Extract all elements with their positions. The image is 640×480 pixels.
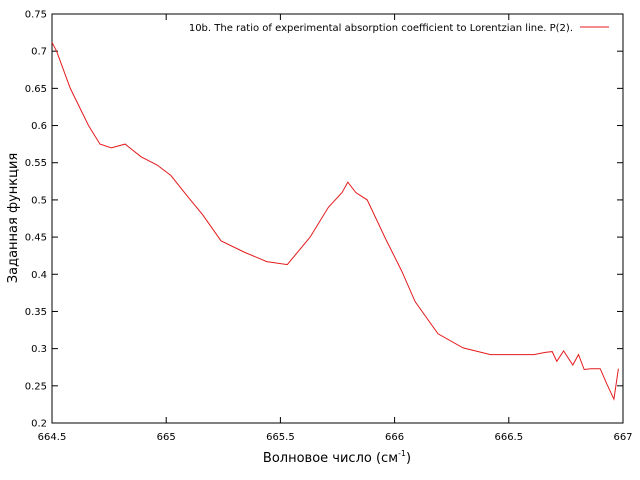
- y-tick-label: 0.25: [25, 381, 47, 392]
- y-tick-label: 0.75: [25, 10, 47, 21]
- y-axis: 0.2 0.25 0.3 0.35 0.4 0.45 0.5 0.55 0.6 0.65 0.7 0.…: [25, 10, 623, 430]
- y-tick-label: 0.45: [25, 233, 47, 244]
- y-tick-label: 0.4: [31, 270, 47, 281]
- x-tick-label: 666: [385, 432, 404, 443]
- y-tick-label: 0.2: [31, 419, 47, 430]
- x-tick-label: 665.5: [266, 432, 295, 443]
- x-axis-title: Волновое число (см-1): [263, 449, 411, 466]
- y-tick-label: 0.6: [31, 121, 47, 132]
- y-tick-label: 0.5: [31, 195, 47, 206]
- legend-entry-label: 10b. The ratio of experimental absorptio…: [189, 23, 573, 34]
- plot-frame: [51, 13, 624, 424]
- series-line: [51, 42, 619, 401]
- y-tick-label: 0.7: [31, 47, 47, 58]
- legend: 10b. The ratio of experimental absorptio…: [189, 23, 609, 34]
- x-tick-label: 667: [613, 432, 632, 443]
- x-axis: 664.5 665 665.5 666 666.5 667: [38, 14, 633, 443]
- y-tick-label: 0.3: [31, 344, 47, 355]
- x-tick-label: 666.5: [494, 432, 523, 443]
- y-tick-label: 0.65: [25, 84, 47, 95]
- x-axis-title-superscript: -1: [398, 449, 406, 458]
- y-tick-label: 0.55: [25, 158, 47, 169]
- y-axis-title: Заданная функция: [6, 153, 21, 283]
- y-tick-label: 0.35: [25, 307, 47, 318]
- x-tick-label: 665: [157, 432, 176, 443]
- x-tick-label: 664.5: [38, 432, 67, 443]
